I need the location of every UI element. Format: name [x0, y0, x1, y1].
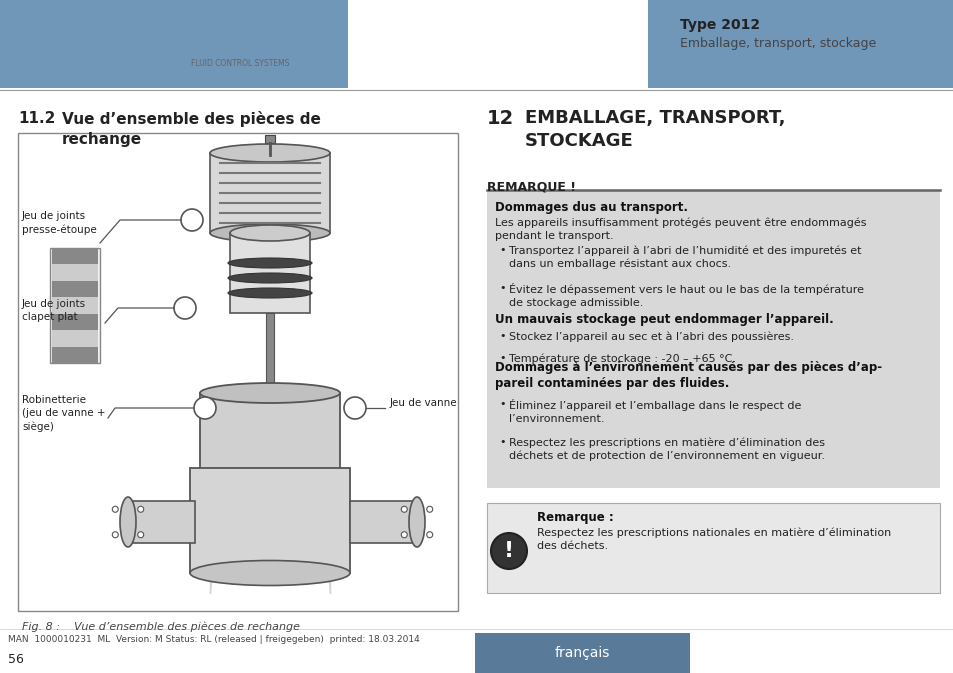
FancyBboxPatch shape — [266, 313, 274, 393]
Text: •: • — [498, 245, 505, 255]
Text: Jeu de joints
clapet plat: Jeu de joints clapet plat — [22, 299, 86, 322]
Circle shape — [426, 532, 433, 538]
FancyBboxPatch shape — [486, 503, 939, 593]
FancyBboxPatch shape — [50, 248, 100, 363]
Text: Température de stockage : -20 – +65 °C.: Température de stockage : -20 – +65 °C. — [509, 353, 735, 363]
FancyBboxPatch shape — [475, 633, 689, 673]
Circle shape — [193, 397, 215, 419]
Circle shape — [137, 506, 144, 512]
FancyBboxPatch shape — [52, 347, 98, 363]
Text: •: • — [498, 283, 505, 293]
Circle shape — [344, 397, 366, 419]
FancyBboxPatch shape — [18, 133, 457, 611]
Circle shape — [426, 506, 433, 512]
Text: •: • — [498, 353, 505, 363]
Text: Jeu de joints
presse-étoupe: Jeu de joints presse-étoupe — [22, 211, 96, 235]
Text: Respectez les prescriptions en matière d’élimination des
déchets et de protectio: Respectez les prescriptions en matière d… — [509, 437, 824, 461]
Text: REMARQUE !: REMARQUE ! — [486, 181, 576, 194]
FancyBboxPatch shape — [190, 468, 350, 573]
Text: Éliminez l’appareil et l’emballage dans le respect de
l’environnement.: Éliminez l’appareil et l’emballage dans … — [509, 399, 801, 424]
Text: Les appareils insuffisamment protégés peuvent être endommagés
pendant le transpo: Les appareils insuffisamment protégés pe… — [495, 217, 865, 241]
FancyBboxPatch shape — [486, 190, 939, 488]
Circle shape — [112, 506, 118, 512]
Text: Un mauvais stockage peut endommager l’appareil.: Un mauvais stockage peut endommager l’ap… — [495, 313, 833, 326]
FancyBboxPatch shape — [52, 281, 98, 297]
Circle shape — [401, 532, 407, 538]
Text: Emballage, transport, stockage: Emballage, transport, stockage — [679, 36, 876, 50]
Ellipse shape — [190, 561, 350, 586]
Circle shape — [112, 532, 118, 538]
FancyBboxPatch shape — [647, 0, 953, 88]
Ellipse shape — [210, 144, 330, 162]
FancyBboxPatch shape — [52, 297, 98, 314]
Text: •: • — [498, 437, 505, 447]
Ellipse shape — [120, 497, 136, 547]
Text: Type 2012: Type 2012 — [679, 18, 760, 32]
FancyBboxPatch shape — [52, 264, 98, 281]
Ellipse shape — [210, 224, 330, 242]
Ellipse shape — [409, 497, 424, 547]
FancyBboxPatch shape — [52, 314, 98, 330]
Ellipse shape — [228, 288, 312, 298]
Text: •: • — [498, 399, 505, 409]
Text: !: ! — [503, 541, 514, 561]
Text: Vue d’ensemble des pièces de
rechange: Vue d’ensemble des pièces de rechange — [62, 111, 320, 147]
Circle shape — [181, 209, 203, 231]
Text: bürkert: bürkert — [187, 29, 293, 53]
Ellipse shape — [228, 258, 312, 268]
Circle shape — [491, 533, 526, 569]
Text: Dommages dus au transport.: Dommages dus au transport. — [495, 201, 687, 214]
Text: Respectez les prescriptions nationales en matière d’élimination
des déchets.: Respectez les prescriptions nationales e… — [537, 527, 890, 551]
Text: •: • — [498, 331, 505, 341]
FancyBboxPatch shape — [265, 135, 274, 143]
Ellipse shape — [200, 383, 339, 403]
Circle shape — [173, 297, 195, 319]
Text: Transportez l’appareil à l’abri de l’humidité et des impuretés et
dans un emball: Transportez l’appareil à l’abri de l’hum… — [509, 245, 861, 269]
FancyBboxPatch shape — [230, 233, 310, 313]
Text: 12: 12 — [486, 109, 514, 128]
Text: Fig. 8 :    Vue d’ensemble des pièces de rechange: Fig. 8 : Vue d’ensemble des pièces de re… — [22, 621, 299, 631]
Text: FLUID CONTROL SYSTEMS: FLUID CONTROL SYSTEMS — [191, 59, 289, 67]
Ellipse shape — [228, 273, 312, 283]
Text: Remarque :: Remarque : — [537, 511, 613, 524]
FancyBboxPatch shape — [52, 330, 98, 347]
Text: Jeu de vanne: Jeu de vanne — [390, 398, 457, 408]
Text: Dommages à l’environnement causés par des pièces d’ap-
pareil contaminées par de: Dommages à l’environnement causés par de… — [495, 361, 882, 390]
Text: Robinetterie
(jeu de vanne +
siège): Robinetterie (jeu de vanne + siège) — [22, 395, 106, 432]
FancyBboxPatch shape — [210, 153, 330, 233]
FancyBboxPatch shape — [130, 501, 194, 543]
Text: Stockez l’appareil au sec et à l’abri des poussières.: Stockez l’appareil au sec et à l’abri de… — [509, 331, 793, 341]
Text: EMBALLAGE, TRANSPORT,
STOCKAGE: EMBALLAGE, TRANSPORT, STOCKAGE — [524, 109, 784, 150]
Circle shape — [137, 532, 144, 538]
Circle shape — [401, 506, 407, 512]
Text: français: français — [554, 646, 609, 660]
Text: Évitez le dépassement vers le haut ou le bas de la température
de stockage admis: Évitez le dépassement vers le haut ou le… — [509, 283, 863, 308]
FancyBboxPatch shape — [200, 393, 339, 473]
FancyBboxPatch shape — [0, 0, 348, 88]
Ellipse shape — [230, 225, 310, 241]
FancyBboxPatch shape — [350, 501, 415, 543]
Text: 11.2: 11.2 — [18, 111, 55, 126]
FancyBboxPatch shape — [52, 248, 98, 264]
Text: MAN  1000010231  ML  Version: M Status: RL (released | freigegeben)  printed: 18: MAN 1000010231 ML Version: M Status: RL … — [8, 635, 419, 644]
Text: 56: 56 — [8, 653, 24, 666]
